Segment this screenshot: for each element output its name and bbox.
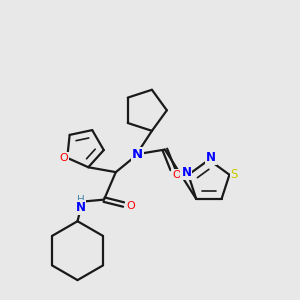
Text: O: O — [126, 200, 135, 211]
Text: N: N — [182, 166, 191, 179]
Text: N: N — [76, 201, 85, 214]
Text: S: S — [231, 168, 238, 181]
Text: N: N — [206, 152, 216, 164]
Text: O: O — [59, 153, 68, 163]
Text: N: N — [132, 148, 143, 161]
Text: H: H — [76, 195, 84, 205]
Text: O: O — [172, 170, 181, 180]
